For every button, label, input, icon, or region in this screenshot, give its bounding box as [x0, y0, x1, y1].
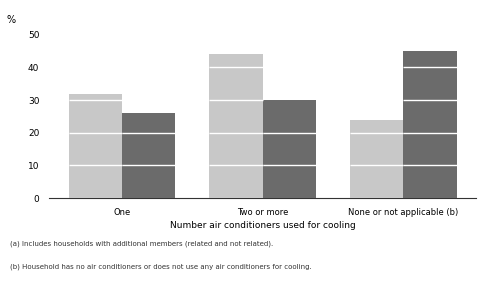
Text: %: %	[6, 15, 16, 25]
Bar	[263, 100, 316, 198]
Bar	[69, 94, 122, 198]
Bar	[122, 113, 175, 198]
Text: (b) Household has no air conditioners or does not use any air conditioners for c: (b) Household has no air conditioners or…	[10, 263, 312, 270]
Text: (a) Includes households with additional members (related and not related).: (a) Includes households with additional …	[10, 241, 273, 247]
Bar	[350, 120, 404, 198]
Bar	[404, 51, 457, 198]
Bar	[209, 54, 263, 198]
X-axis label: Number air conditioners used for cooling: Number air conditioners used for cooling	[170, 221, 355, 230]
